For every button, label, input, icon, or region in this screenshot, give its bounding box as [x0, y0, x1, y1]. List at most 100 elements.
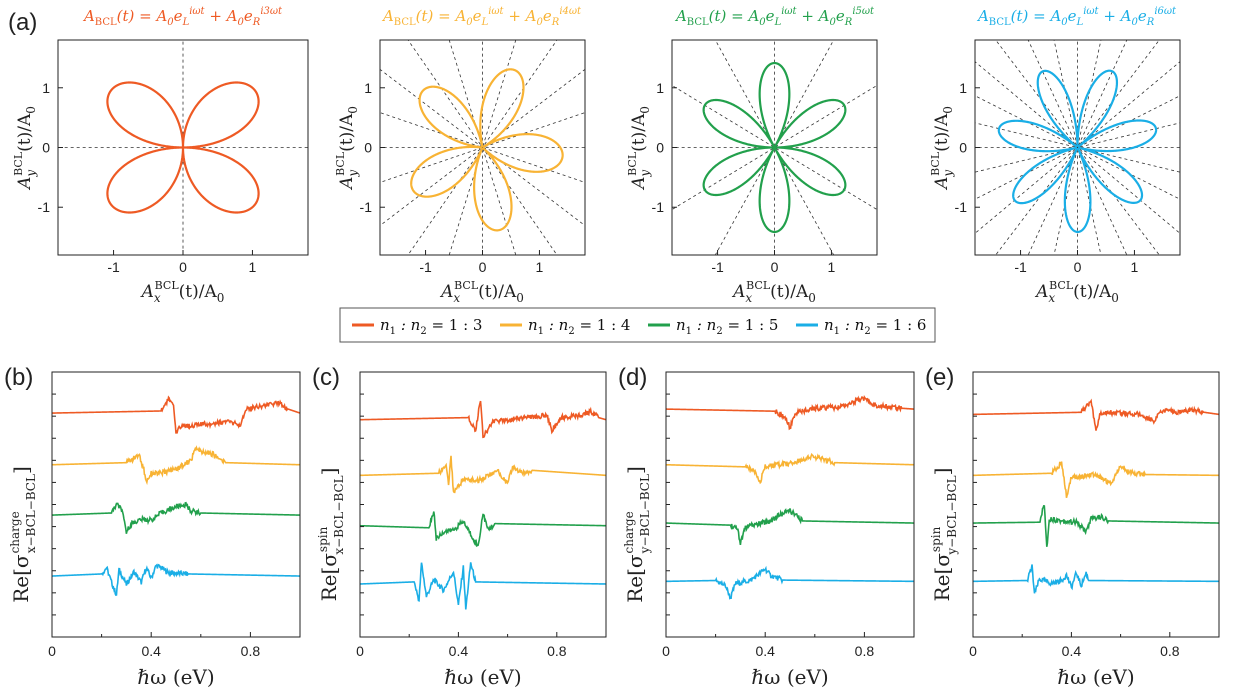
spectrum-series-line — [972, 564, 1219, 594]
y-axis-label: AyBCL(t)/A0 — [626, 106, 652, 191]
legend-label: n1 : n2 = 1 : 3 — [380, 316, 482, 337]
y-axis-label: Re[σcharge y−BCL−BCL] — [622, 466, 652, 603]
dashed-guides — [975, 40, 1180, 255]
panel-label-e: (e) — [925, 364, 954, 391]
x-tick-label: 0.4 — [755, 643, 775, 659]
x-tick-label: 0 — [771, 259, 779, 275]
y-tick-label: 0 — [364, 140, 372, 156]
y-axis-label: Re[σspin x−BCL−BCL] — [316, 468, 346, 602]
dashed-guide-line — [714, 40, 835, 255]
rose-plot-1: -1 0 1 -1 0 1 AxBCL(t)/A0 AyBCL(t)/A0 ABCL(t) = … — [12, 6, 309, 305]
legend: n1 : n2 = 1 : 3 n1 : n2 = 1 : 4 n1 : n2 = … — [339, 307, 936, 343]
spectrum-series-line — [665, 394, 915, 431]
rose-curve — [410, 68, 564, 232]
spectrum-series-line — [972, 505, 1220, 547]
x-tick-label: 0.4 — [449, 643, 469, 659]
y-tick-label: -1 — [955, 199, 968, 215]
spectrum-series-line — [51, 395, 301, 435]
x-tick-label: 0.8 — [1160, 643, 1180, 659]
x-axis-label: AxBCL(t)/A0 — [731, 279, 816, 305]
y-tick-label: 0 — [42, 140, 50, 156]
dashed-guides — [672, 40, 877, 255]
x-tick-label: 1 — [828, 259, 836, 275]
x-axis-label: ℏω (eV) — [751, 665, 828, 689]
dashed-guides — [380, 40, 585, 255]
spectrum-series-line — [359, 562, 607, 610]
spectrum-series-line — [51, 563, 301, 596]
plot-title: ABCL(t) = A0eLiωt + A0eRi3ωt — [82, 6, 283, 28]
x-tick-label: 0 — [356, 643, 364, 659]
y-tick-label: -1 — [360, 199, 373, 215]
x-axis-label: ℏω (eV) — [444, 665, 521, 689]
legend-box — [339, 307, 936, 343]
plot-title: ABCL(t) = A0eLiωt + A0eRi5ωt — [674, 6, 875, 28]
spectrum-plot-b: 0 0.4 0.8 ℏω (eV) Re[σcharge x−BCL−BCL] — [8, 371, 301, 689]
plot-title: ABCL(t) = A0eLiωt + A0eRi6ωt — [976, 6, 1177, 28]
spectrum-plot-c: 0 0.4 0.8 ℏω (eV) Re[σspin x−BCL−BCL] — [316, 371, 607, 689]
spectrum-series-line — [665, 508, 915, 545]
dashed-guide-line — [714, 40, 835, 255]
legend-label: n1 : n2 = 1 : 6 — [824, 316, 926, 337]
panel-label-a: (a) — [8, 9, 37, 36]
spectrum-series-line — [359, 455, 607, 494]
y-tick-label: -1 — [38, 199, 51, 215]
spectrum-series-line — [972, 398, 1220, 431]
spectrum-series-line — [359, 400, 607, 439]
spectrum-plot-d: 0 0.4 0.8 ℏω (eV) Re[σcharge y−BCL−BCL] — [622, 371, 915, 689]
rose-curve — [702, 61, 847, 234]
spectrum-plot-e: 0 0.4 0.8 ℏω (eV) Re[σspin y−BCL−BCL] — [929, 371, 1220, 689]
y-tick-label: 1 — [42, 80, 50, 96]
y-tick-label: -1 — [652, 199, 665, 215]
rose-curve — [997, 69, 1158, 234]
x-tick-label: -1 — [107, 259, 120, 275]
spectrum-series-line — [972, 461, 1220, 498]
panel-label-c: (c) — [312, 364, 340, 391]
dashed-guide-line — [407, 40, 558, 255]
x-tick-label: 0.8 — [241, 643, 261, 659]
panel-label-b: (b) — [4, 364, 33, 391]
dashed-guide-line — [672, 84, 877, 211]
rose-curve — [106, 81, 260, 214]
dashed-guide-line — [975, 61, 1180, 234]
x-tick-label: -1 — [419, 259, 432, 275]
plot-frame — [665, 371, 915, 638]
y-axis-label: Re[σcharge x−BCL−BCL] — [8, 466, 38, 603]
spectrum-series-line — [359, 511, 607, 548]
x-tick-label: 0 — [48, 643, 56, 659]
x-tick-label: 1 — [249, 259, 257, 275]
x-axis-label: ℏω (eV) — [1057, 665, 1134, 689]
x-tick-label: 0 — [179, 259, 187, 275]
x-axis-label: ℏω (eV) — [137, 665, 214, 689]
spectrum-series-line — [51, 445, 301, 486]
spectrum-series-line — [51, 501, 301, 534]
x-tick-label: 1 — [536, 259, 544, 275]
x-axis-label: AxBCL(t)/A0 — [140, 279, 225, 305]
spectrum-series-line — [665, 452, 915, 485]
y-tick-label: 1 — [656, 80, 664, 96]
x-tick-label: 0 — [662, 643, 670, 659]
y-axis-label: AyBCL(t)/A0 — [929, 106, 955, 191]
dashed-guide-line — [380, 68, 585, 227]
x-tick-label: 0 — [969, 643, 977, 659]
x-tick-label: 0 — [1074, 259, 1082, 275]
rose-plot-3: -1 0 1 -1 0 1 AxBCL(t)/A0 AyBCL(t)/A0 ABCL(t) = … — [626, 6, 878, 305]
panel-label-d: (d) — [618, 364, 647, 391]
x-tick-label: -1 — [1014, 259, 1027, 275]
legend-label: n1 : n2 = 1 : 4 — [528, 316, 630, 337]
plot-title: ABCL(t) = A0eLiωt + A0eRi4ωt — [381, 6, 582, 28]
dashed-guide-line — [380, 68, 585, 227]
rose-plot-2: -1 0 1 -1 0 1 AxBCL(t)/A0 AyBCL(t)/A0 ABCL(t) = … — [334, 6, 586, 305]
x-tick-label: 0.4 — [141, 643, 161, 659]
x-tick-label: 0.4 — [1062, 643, 1082, 659]
rose-plot-4: -1 0 1 -1 0 1 AxBCL(t)/A0 AyBCL(t)/A0 ABCL(t) = … — [929, 6, 1181, 305]
x-axis-label: AxBCL(t)/A0 — [439, 279, 524, 305]
y-tick-label: 0 — [656, 140, 664, 156]
x-axis-label: AxBCL(t)/A0 — [1034, 279, 1119, 305]
plot-frame — [359, 371, 607, 638]
y-tick-label: 0 — [959, 140, 967, 156]
x-tick-label: -1 — [711, 259, 724, 275]
y-tick-label: 1 — [959, 80, 967, 96]
x-tick-label: 1 — [1131, 259, 1139, 275]
y-tick-label: 1 — [364, 80, 372, 96]
